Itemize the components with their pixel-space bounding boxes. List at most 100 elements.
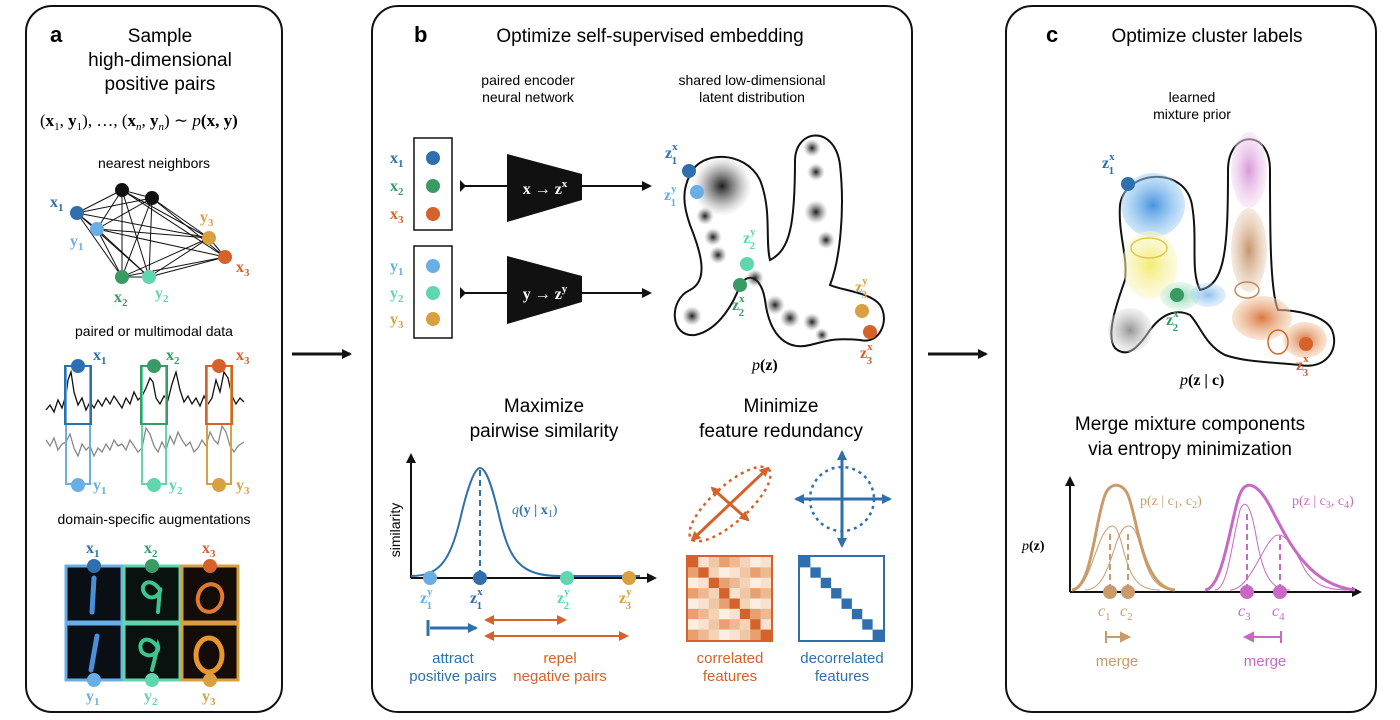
merge-label-left: merge: [1096, 653, 1139, 670]
label-c4: c4: [1272, 603, 1285, 623]
sim-node-z1x: [473, 571, 487, 585]
prior-label-line-2: mixture prior: [1153, 106, 1231, 122]
correlated-cell: [729, 557, 740, 568]
correlated-cell: [698, 588, 709, 599]
aug-node-y2: [145, 673, 159, 687]
node-y2: [142, 270, 156, 284]
ts-label-x2: x2: [166, 347, 180, 367]
correlated-cell: [708, 619, 720, 630]
ts-label-y2: y2: [169, 477, 183, 497]
aug-label-x3: x3: [202, 540, 216, 560]
box-node-x2: [426, 179, 440, 193]
augmentation-grid: [64, 564, 240, 682]
aug-node-y1: [87, 673, 101, 687]
label-x3: x3: [236, 259, 250, 279]
pz-label: p(z): [751, 357, 778, 374]
latent-blob-6: [746, 269, 764, 287]
correlated-cell: [719, 608, 730, 620]
prior-label-line-1: learned: [1169, 89, 1216, 105]
box-node-y1: [426, 259, 440, 273]
ts-node-x3: [212, 359, 226, 373]
latent-label-z3y: zy 3: [855, 275, 868, 301]
correlated-cell: [698, 619, 709, 630]
mixture-label-z1x: zx 1: [1102, 151, 1115, 177]
correlated-cell: [688, 567, 699, 578]
latent-label-z1y: zy 1: [664, 183, 677, 209]
panel-a: a Sample high-dimensional positive pairs…: [25, 5, 283, 713]
correlated-cell: [708, 567, 720, 578]
correlated-cell: [729, 629, 740, 640]
latent-blob-2: [696, 207, 714, 225]
mixture-label-z2x: zx 2: [1166, 308, 1179, 334]
box-label-y1: y1: [390, 258, 404, 278]
mixture-node-z3x: [1299, 337, 1313, 351]
correlated-cell: [750, 557, 761, 568]
mixture-tan-ring: [1234, 281, 1260, 299]
merge-arrow-right: [1242, 631, 1282, 643]
correlated-cell: [719, 598, 730, 609]
correlated-cell: [760, 588, 771, 599]
nearest-neighbor-graph: [76, 189, 226, 278]
box-label-y3: y3: [390, 311, 404, 331]
correlated-cell: [739, 567, 751, 578]
mixture-pink-component: [1231, 132, 1267, 208]
mixture-node-z2x: [1170, 288, 1184, 302]
window-box-3-upper: [205, 365, 233, 425]
merge-title-line-1: Merge mixture components: [1075, 414, 1305, 435]
ts-label-x3: x3: [236, 347, 250, 367]
neighbor-node-black-1: [115, 183, 129, 197]
panel-c: c Optimize cluster labels learned mixtur…: [1005, 5, 1377, 713]
aug-label-y2: y2: [144, 688, 158, 708]
attract-label-line-2: positive pairs: [409, 668, 497, 685]
mixture-lightblue-component: [1190, 283, 1226, 307]
latent-blob-5: [682, 306, 702, 326]
correlated-cell: [688, 619, 699, 630]
sim-label-z1y: zy 1: [420, 586, 433, 612]
attract-label-line-1: attract: [432, 650, 475, 667]
correlated-cell: [760, 598, 771, 609]
node-y1: [90, 222, 104, 236]
correlated-cell: [708, 577, 720, 589]
panel-b-title: Optimize self-supervised embedding: [496, 26, 803, 47]
latent-blob-8: [780, 308, 800, 328]
merged-right-curve: [1204, 483, 1356, 592]
mixture-blue-component: [1121, 173, 1185, 237]
decorrelated-cell: [872, 629, 883, 640]
panel-b-frame: [371, 5, 913, 713]
box-node-y2: [426, 286, 440, 300]
aug-label-y1: y1: [86, 688, 100, 708]
panel-a-letter: a: [50, 22, 63, 47]
node-x2: [115, 270, 129, 284]
correlated-cell: [739, 608, 751, 620]
label-y1: y1: [70, 233, 84, 253]
latent-blob-13: [803, 313, 821, 331]
component-c2-curve: [1084, 525, 1176, 591]
pairs-formula: (x1, y1), …, (xn, yn) ∼ p(x, y): [40, 111, 238, 133]
mixture-yellow-ring: [1130, 237, 1168, 259]
mixture-label-z3x: zx 3: [1296, 353, 1309, 379]
left-mix-label: p(z | c1, c2): [1140, 494, 1202, 511]
panel-a-frame: [25, 5, 283, 713]
x-encoder-label: x → zx: [523, 178, 568, 198]
panel-b: b Optimize self-supervised embedding pai…: [371, 5, 913, 713]
maximize-title-line-1: Maximize: [504, 396, 584, 417]
latent-label-z2y: zy 2: [743, 226, 756, 252]
correlated-cell: [760, 577, 771, 589]
aug-node-x1: [87, 559, 101, 573]
component-c1-curve: [1071, 525, 1161, 591]
repel-label-line-2: negative pairs: [513, 668, 606, 685]
pzc-label: p(z | c): [1179, 372, 1224, 389]
correlated-cell: [729, 577, 740, 589]
decorrelated-matrix: [798, 555, 885, 642]
correlated-cell: [719, 577, 730, 589]
node-c4: [1273, 585, 1287, 599]
correlated-cell: [750, 629, 761, 640]
latent-label-line-1: shared low-dimensional: [678, 72, 825, 88]
ts-label-y3: y3: [236, 477, 250, 497]
window-box-2-upper: [140, 365, 168, 425]
correlated-cell: [760, 608, 771, 620]
correlated-cell: [698, 577, 709, 589]
sim-label-z2y: zy 2: [557, 586, 570, 612]
node-c1: [1103, 585, 1117, 599]
correlated-cell: [739, 598, 751, 609]
